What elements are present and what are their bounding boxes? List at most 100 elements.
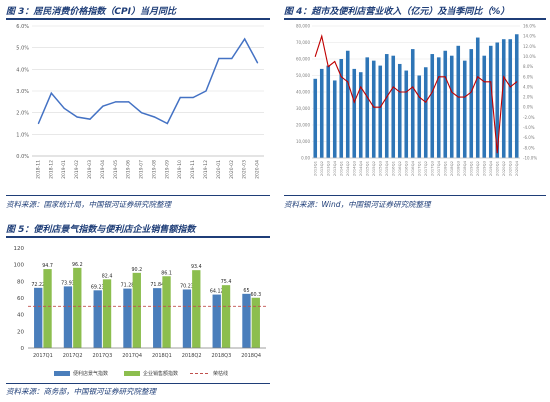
revenue-xtick-label: 2019Q1 bbox=[468, 160, 473, 176]
cpi-ytick-label: 6.0% bbox=[16, 24, 29, 30]
index-data-label-business: 73.93 bbox=[61, 280, 75, 286]
indices-ytick-label: 80 bbox=[17, 279, 24, 285]
revenue-bar bbox=[501, 39, 506, 159]
indices-xtick-label: 2018Q3 bbox=[211, 353, 231, 359]
growth-point bbox=[334, 61, 336, 63]
growth-point bbox=[464, 96, 466, 98]
cpi-chart: 0.0% 1.0% 2.0% 3.0% 4.0% 5.0% 6.0% 2018-11 2018-… bbox=[16, 24, 264, 179]
cpi-xtick-label: 2019-01 bbox=[61, 160, 67, 179]
index-bar-sales bbox=[43, 269, 52, 348]
cpi-ytick-label: 3.0% bbox=[16, 89, 29, 95]
cpi-point bbox=[37, 122, 40, 125]
index-data-label-business: 69.23 bbox=[91, 284, 105, 290]
cpi-xtick-label: 2019-08 bbox=[151, 160, 157, 179]
growth-point bbox=[496, 152, 498, 154]
cpi-xtick-label: 2019-05 bbox=[113, 160, 119, 179]
revenue-xtick-label: 2016Q4 bbox=[410, 160, 415, 176]
index-bar-business bbox=[153, 288, 162, 348]
growth-point bbox=[314, 55, 316, 57]
revenue-right-tick-label: 12.0% bbox=[523, 44, 536, 49]
revenue-bar bbox=[410, 49, 415, 158]
index-data-label-sales: 94.7 bbox=[42, 263, 53, 269]
indices-ytick-label: 120 bbox=[14, 246, 25, 252]
index-bar-sales bbox=[73, 267, 82, 348]
cpi-point bbox=[231, 57, 233, 60]
growth-point bbox=[516, 81, 518, 83]
growth-point bbox=[399, 91, 401, 93]
cpi-point bbox=[153, 116, 156, 118]
indices-chart: 0 20 40 60 80 100 120 72.22 73.93 69.23 71.28 71.84… bbox=[14, 246, 266, 377]
growth-series-line bbox=[314, 34, 518, 153]
index-data-label-business: 70.23 bbox=[180, 283, 194, 289]
revenue-bar bbox=[456, 45, 461, 158]
revenue-xtick-label: 2016Q3 bbox=[403, 160, 408, 176]
cpi-point bbox=[128, 101, 130, 103]
cpi-xtick-label: 2019-02 bbox=[74, 160, 80, 179]
figure-4-source: 资料来源：Wind，中国银河证券研究院整理 bbox=[284, 200, 431, 209]
cpi-point bbox=[166, 122, 168, 125]
growth-point bbox=[483, 81, 485, 83]
figure-5-source: 资料来源：商务部，中国银河证券研究院整理 bbox=[6, 387, 156, 396]
revenue-right-tick-label: 14.0% bbox=[523, 34, 536, 39]
growth-point bbox=[451, 91, 453, 93]
revenue-xtick-label: 2013Q3 bbox=[325, 160, 330, 176]
cpi-point bbox=[244, 38, 246, 40]
revenue-xtick-label: 2018Q2 bbox=[449, 160, 454, 176]
revenue-bar bbox=[345, 50, 350, 158]
indices-xtick-label: 2018Q1 bbox=[152, 353, 172, 359]
revenue-bar bbox=[332, 80, 337, 158]
index-bar-sales bbox=[162, 276, 171, 348]
revenue-bar bbox=[319, 68, 324, 158]
figure-3-title-rule bbox=[6, 18, 270, 20]
cpi-ytick-label: 5.0% bbox=[16, 46, 29, 52]
indices-ytick-label: 100 bbox=[14, 263, 25, 269]
revenue-xtick-label: 2014Q1 bbox=[338, 160, 343, 176]
revenue-right-tick-label: 16.0% bbox=[523, 24, 536, 29]
revenue-xtick-label: 2017Q4 bbox=[436, 160, 441, 176]
cpi-xtick-label: 2019-11 bbox=[190, 160, 196, 179]
index-bar-sales bbox=[102, 279, 112, 348]
revenue-xtick-label: 2017Q2 bbox=[423, 160, 428, 176]
figure-3-source: 资料来源：国家统计局，中国银河证券研究院整理 bbox=[6, 200, 171, 209]
indices-ytick-label: 60 bbox=[17, 296, 24, 302]
revenue-xtick-label: 2013Q1 bbox=[312, 160, 317, 176]
cpi-point bbox=[205, 90, 207, 92]
cpi-series-line bbox=[37, 37, 259, 125]
revenue-xtick-label: 2020Q4 bbox=[514, 160, 519, 176]
revenue-bar bbox=[514, 34, 519, 158]
cpi-point bbox=[256, 62, 259, 64]
growth-point bbox=[457, 96, 459, 98]
revenue-bar bbox=[449, 55, 454, 159]
figure-4-title: 图 4：超市及便利店营业收入（亿元）及当季同比（%） bbox=[284, 7, 510, 17]
index-bar-business bbox=[63, 286, 73, 348]
revenue-bar bbox=[313, 78, 318, 158]
revenue-xtick-label: 2016Q1 bbox=[390, 160, 395, 176]
revenue-left-tick-label: 10,000 bbox=[296, 139, 310, 144]
index-data-label-sales: 90.2 bbox=[131, 267, 142, 273]
growth-point bbox=[509, 86, 511, 88]
revenue-bar bbox=[384, 54, 389, 158]
growth-point bbox=[444, 76, 446, 78]
legend-swatch-sales bbox=[124, 371, 140, 376]
growth-point bbox=[379, 106, 381, 108]
cpi-point bbox=[76, 116, 78, 118]
cpi-ytick-label: 4.0% bbox=[16, 67, 29, 73]
revenue-right-tick-label: 8.0% bbox=[523, 64, 533, 69]
index-data-label-business: 71.28 bbox=[121, 283, 135, 289]
revenue-left-tick-label: 0.00 bbox=[301, 156, 310, 161]
revenue-bar bbox=[397, 63, 402, 159]
revenue-left-tick-label: 40,000 bbox=[296, 90, 310, 95]
figure-5-source-rule bbox=[6, 383, 270, 384]
figure-4: 图 4：超市及便利店营业收入（亿元）及当季同比（%） 0.00 10,000 20,… bbox=[284, 4, 546, 216]
revenue-xtick-label: 2015Q2 bbox=[371, 160, 376, 176]
index-bar-business bbox=[212, 294, 221, 348]
revenue-right-tick-label: -2.0% bbox=[523, 115, 535, 120]
growth-point bbox=[392, 86, 394, 88]
revenue-xtick-label: 2020Q1 bbox=[494, 160, 499, 176]
figure-5: 图 5：便利店景气指数与便利店企业销售额指数 0 20 40 60 80 100 120 72… bbox=[6, 222, 270, 400]
revenue-xtick-label: 2014Q3 bbox=[351, 160, 356, 176]
index-data-label-sales: 75.4 bbox=[221, 279, 232, 285]
indices-ytick-label: 0 bbox=[21, 346, 25, 352]
legend-swatch-business bbox=[54, 371, 70, 376]
revenue-right-tick-label: -10.0% bbox=[523, 156, 537, 161]
